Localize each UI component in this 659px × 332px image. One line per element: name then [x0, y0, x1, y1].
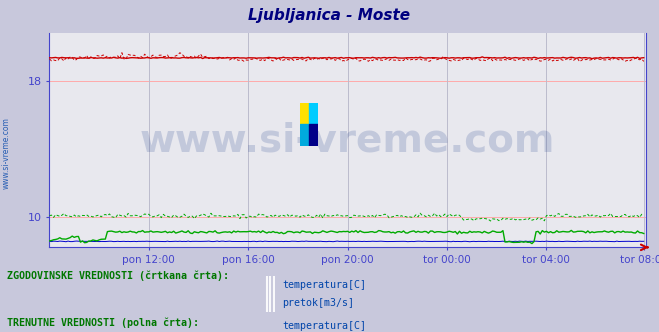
Bar	[300, 124, 309, 146]
Bar	[309, 124, 318, 146]
Text: temperatura[C]: temperatura[C]	[282, 280, 366, 290]
Text: temperatura[C]: temperatura[C]	[282, 321, 366, 331]
Text: ZGODOVINSKE VREDNOSTI (črtkana črta):: ZGODOVINSKE VREDNOSTI (črtkana črta):	[7, 271, 229, 281]
Text: www.si-vreme.com: www.si-vreme.com	[2, 117, 11, 189]
Bar	[309, 103, 318, 124]
Text: Ljubljanica - Moste: Ljubljanica - Moste	[248, 8, 411, 23]
Text: TRENUTNE VREDNOSTI (polna črta):: TRENUTNE VREDNOSTI (polna črta):	[7, 317, 198, 328]
Bar	[300, 103, 309, 124]
Text: www.si-vreme.com: www.si-vreme.com	[140, 121, 556, 159]
Text: pretok[m3/s]: pretok[m3/s]	[282, 298, 354, 308]
